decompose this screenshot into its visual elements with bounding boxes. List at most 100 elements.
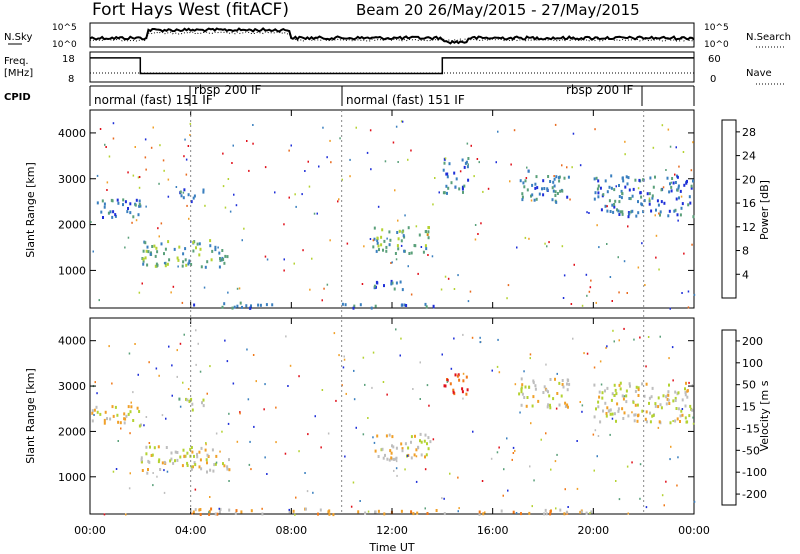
noise-cell: [688, 381, 690, 384]
scatter-cell: [214, 462, 217, 466]
scatter-cell: [650, 395, 653, 399]
scatter-cell: [631, 209, 634, 213]
scatter-cell: [200, 265, 203, 269]
scatter-cell: [676, 213, 679, 217]
noise-cell: [427, 233, 429, 236]
scatter-cell: [179, 190, 182, 194]
scatter-cell: [419, 439, 421, 443]
noise-cell: [434, 177, 436, 179]
scatter-cell: [127, 207, 129, 210]
scatter-cell: [546, 188, 549, 192]
scatter-cell: [606, 190, 609, 194]
noise-cell: [160, 222, 163, 225]
noise-cell: [329, 139, 331, 142]
scatter-cell: [191, 450, 194, 454]
noise-cell: [571, 166, 573, 169]
scatter-cell: [590, 510, 593, 514]
noise-cell: [309, 288, 311, 291]
scatter-cell: [112, 210, 115, 214]
scatter-cell: [649, 411, 651, 415]
noise-cell: [204, 204, 206, 207]
noise-cell: [561, 164, 563, 167]
scatter-cell: [454, 185, 457, 189]
scatter-cell: [454, 373, 457, 377]
noise-cell: [290, 144, 292, 147]
noise-cell: [106, 189, 108, 191]
scatter-cell: [580, 510, 583, 514]
noise-cell: [503, 468, 505, 471]
scatter-cell: [542, 193, 545, 197]
scatter-cell: [613, 205, 616, 209]
noise-cell: [438, 191, 440, 194]
noise-cell: [179, 342, 182, 345]
noise-cell: [191, 512, 193, 515]
noise-cell: [507, 489, 509, 492]
noise-cell: [497, 338, 499, 341]
scatter-cell: [129, 410, 132, 414]
freq-unit: [MHz]: [4, 68, 33, 79]
noise-cell: [631, 411, 633, 414]
scatter-cell: [135, 198, 138, 202]
scatter-cell: [206, 453, 209, 457]
noise-cell: [693, 293, 696, 296]
scatter-cell: [380, 243, 383, 247]
scatter-cell: [96, 201, 99, 205]
scatter-cell: [641, 203, 644, 207]
x-tick-label: 04:00: [175, 524, 207, 537]
scatter-cell: [123, 417, 126, 421]
scatter-cell: [147, 250, 150, 254]
scatter-cell: [665, 395, 668, 399]
scatter-cell: [236, 304, 239, 308]
noise-cell: [249, 440, 251, 443]
scatter-cell: [423, 439, 426, 443]
scatter-cell: [677, 391, 680, 395]
noise-cell: [104, 143, 106, 146]
noise-cell: [284, 452, 287, 455]
scatter-cell: [173, 247, 176, 251]
scatter-cell: [91, 411, 94, 415]
noise-cell: [209, 496, 211, 498]
scatter-cell: [555, 175, 558, 179]
noise-cell: [152, 484, 154, 487]
scatter-cell: [377, 244, 380, 248]
noise-cell: [288, 508, 290, 511]
noise-cell: [105, 146, 107, 148]
scatter-cell: [202, 188, 205, 192]
scatter-cell: [520, 512, 522, 516]
scatter-cell: [660, 406, 663, 410]
scatter-cell: [621, 212, 624, 216]
scatter-cell: [659, 210, 662, 214]
scatter-cell: [359, 303, 362, 307]
scatter-cell: [138, 410, 141, 413]
scatter-cell: [668, 190, 671, 194]
scatter-cell: [154, 264, 157, 268]
noise-cell: [227, 291, 229, 294]
scatter-cell: [383, 239, 386, 243]
scatter-cell: [127, 412, 130, 416]
scatter-cell: [645, 382, 648, 386]
noise-cell: [298, 375, 300, 378]
scatter-cell: [637, 386, 640, 390]
noise-cell: [111, 382, 113, 385]
scatter-cell: [159, 468, 162, 471]
noise-cell: [400, 337, 402, 340]
scatter-cell: [448, 162, 451, 166]
scatter-cell: [595, 176, 598, 180]
noise-cell: [440, 288, 443, 291]
scatter-cell: [681, 398, 684, 402]
scatter-cell: [595, 407, 597, 411]
scatter-cell: [541, 187, 543, 191]
scatter-cell: [524, 385, 527, 389]
scatter-cell: [422, 250, 425, 254]
x-axis-label: Time UT: [368, 541, 414, 554]
scatter-cell: [138, 202, 141, 206]
scatter-cell: [226, 255, 229, 259]
scatter-cell: [103, 205, 106, 209]
scatter-cell: [651, 386, 654, 390]
noise-cell: [457, 510, 459, 513]
scatter-cell: [543, 512, 546, 516]
noise-cell: [665, 480, 667, 483]
scatter-cell: [177, 258, 180, 262]
scatter-cell: [652, 185, 655, 189]
y-tick-label: 3000: [58, 173, 86, 186]
